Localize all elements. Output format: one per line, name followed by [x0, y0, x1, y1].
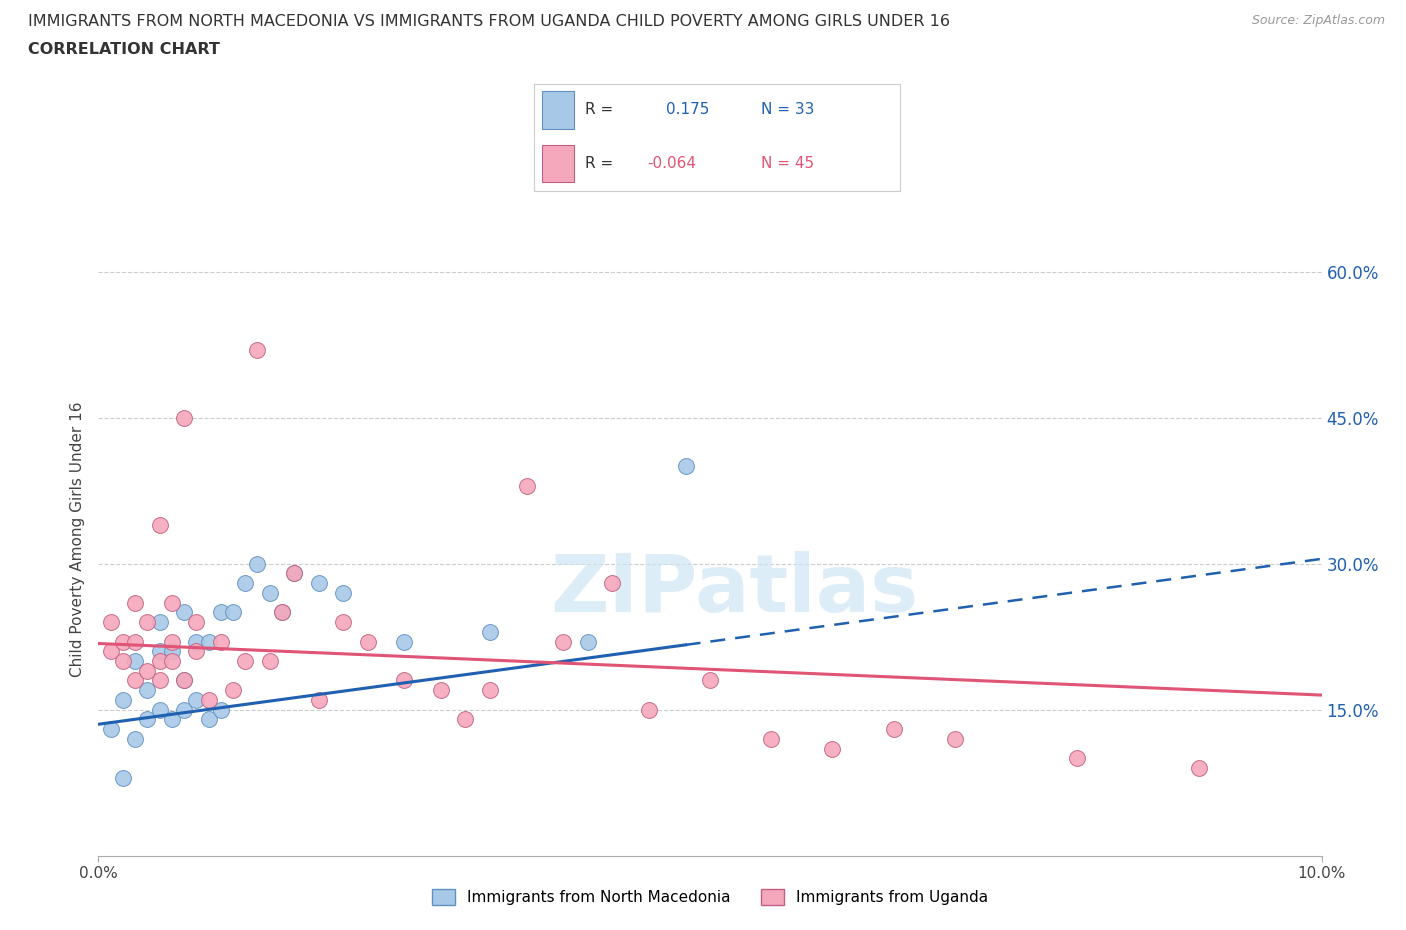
Point — [392, 673, 416, 688]
Point — [186, 634, 208, 649]
Point — [173, 673, 195, 688]
Text: CORRELATION CHART: CORRELATION CHART — [28, 42, 219, 57]
Point — [222, 683, 245, 698]
Bar — [541, 145, 575, 182]
Point — [233, 654, 256, 669]
Point — [111, 693, 134, 708]
Point — [100, 644, 122, 658]
Text: R =: R = — [585, 156, 613, 171]
Point — [759, 731, 782, 746]
Point — [308, 693, 330, 708]
Point — [332, 586, 354, 601]
Point — [173, 702, 195, 717]
Point — [356, 634, 378, 649]
Point — [149, 615, 172, 630]
Point — [186, 693, 208, 708]
Legend: Immigrants from North Macedonia, Immigrants from Uganda: Immigrants from North Macedonia, Immigra… — [426, 883, 994, 911]
Point — [283, 566, 305, 581]
Point — [821, 741, 844, 756]
Point — [136, 683, 159, 698]
Point — [222, 604, 245, 619]
Point — [478, 683, 501, 698]
Point — [136, 712, 159, 727]
Point — [883, 722, 905, 737]
Point — [675, 459, 697, 474]
Point — [454, 712, 477, 727]
Point — [160, 634, 183, 649]
Point — [430, 683, 453, 698]
Point — [1066, 751, 1088, 765]
Point — [197, 712, 219, 727]
Point — [160, 654, 183, 669]
Point — [149, 654, 172, 669]
Point — [160, 644, 183, 658]
Point — [160, 595, 183, 610]
Point — [111, 654, 134, 669]
Point — [392, 634, 416, 649]
Point — [478, 624, 501, 639]
Point — [124, 634, 146, 649]
Point — [173, 410, 195, 425]
Point — [246, 556, 269, 571]
Text: 0.175: 0.175 — [666, 102, 709, 117]
Point — [516, 478, 538, 493]
Text: R =: R = — [585, 102, 613, 117]
Point — [173, 604, 195, 619]
Point — [209, 634, 232, 649]
Point — [637, 702, 661, 717]
Point — [186, 644, 208, 658]
Point — [197, 634, 219, 649]
Point — [124, 595, 146, 610]
Point — [332, 615, 354, 630]
Point — [600, 576, 623, 591]
Point — [576, 634, 599, 649]
Point — [160, 712, 183, 727]
Point — [259, 586, 281, 601]
Point — [149, 702, 172, 717]
Point — [111, 770, 134, 785]
Point — [111, 634, 134, 649]
Text: Source: ZipAtlas.com: Source: ZipAtlas.com — [1251, 14, 1385, 27]
Point — [246, 342, 269, 357]
Point — [270, 604, 292, 619]
Point — [233, 576, 256, 591]
Point — [259, 654, 281, 669]
Point — [124, 654, 146, 669]
Point — [283, 566, 305, 581]
Point — [136, 663, 159, 678]
Point — [149, 673, 172, 688]
Text: N = 45: N = 45 — [761, 156, 814, 171]
Text: ZIPatlas: ZIPatlas — [550, 551, 918, 629]
Point — [270, 604, 292, 619]
Point — [149, 644, 172, 658]
Text: IMMIGRANTS FROM NORTH MACEDONIA VS IMMIGRANTS FROM UGANDA CHILD POVERTY AMONG GI: IMMIGRANTS FROM NORTH MACEDONIA VS IMMIG… — [28, 14, 950, 29]
Bar — [541, 91, 575, 128]
Point — [943, 731, 966, 746]
Point — [209, 604, 232, 619]
Point — [553, 634, 575, 649]
Point — [136, 615, 159, 630]
Point — [699, 673, 721, 688]
Point — [100, 615, 122, 630]
Point — [149, 517, 172, 532]
Point — [197, 693, 219, 708]
Y-axis label: Child Poverty Among Girls Under 16: Child Poverty Among Girls Under 16 — [69, 402, 84, 677]
Point — [209, 702, 232, 717]
Point — [173, 673, 195, 688]
Point — [124, 731, 146, 746]
Text: N = 33: N = 33 — [761, 102, 814, 117]
Point — [308, 576, 330, 591]
Point — [186, 615, 208, 630]
Point — [124, 673, 146, 688]
Text: -0.064: -0.064 — [648, 156, 696, 171]
Point — [100, 722, 122, 737]
Point — [1188, 761, 1211, 776]
